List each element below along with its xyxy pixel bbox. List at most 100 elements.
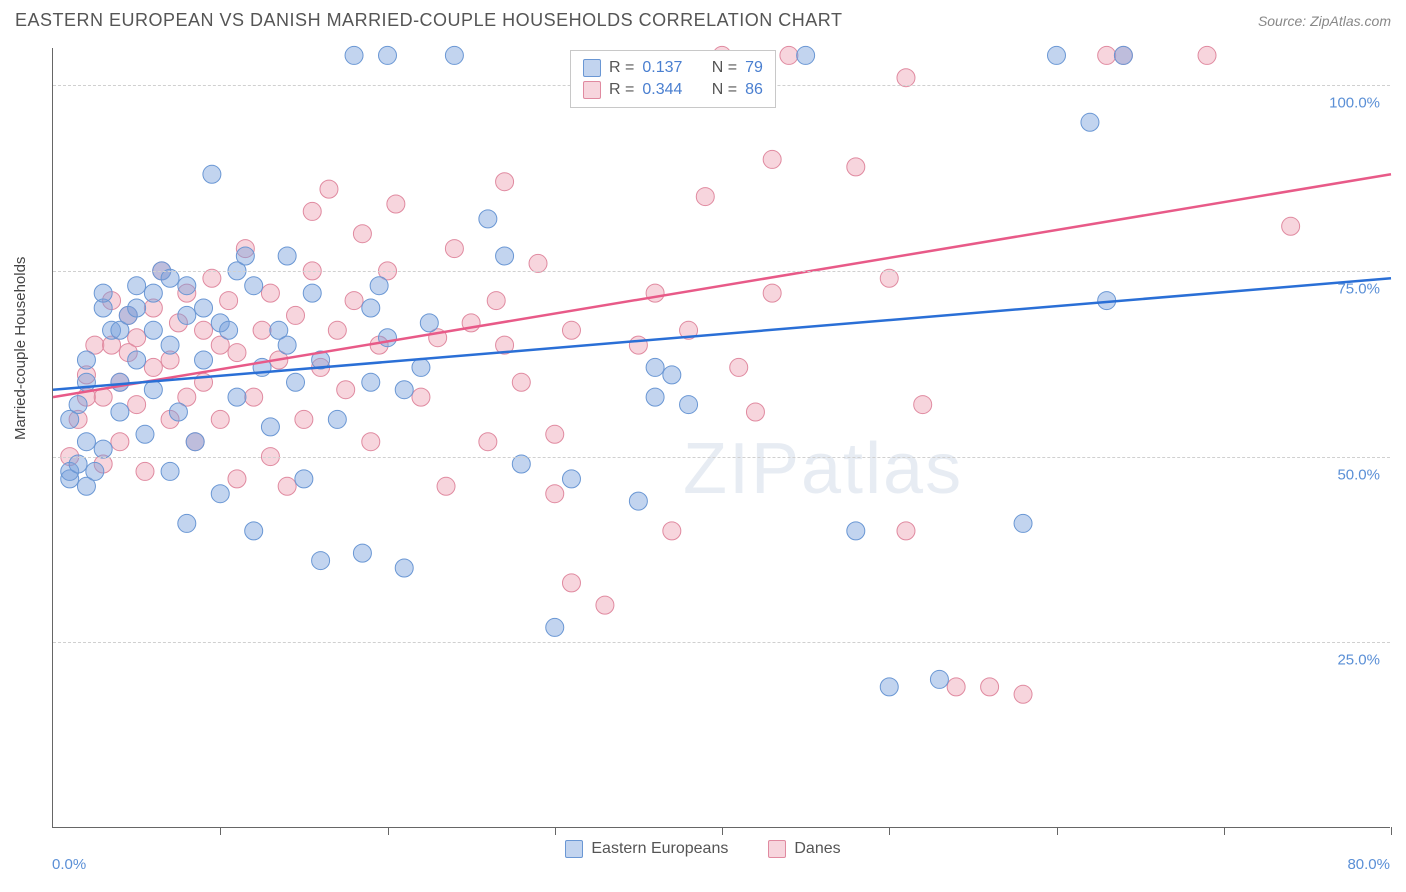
scatter-point [178, 277, 196, 295]
scatter-point [337, 381, 355, 399]
scatter-point [128, 329, 146, 347]
scatter-point [253, 321, 271, 339]
stats-n-value: 79 [745, 59, 763, 77]
scatter-point [295, 470, 313, 488]
scatter-point [94, 440, 112, 458]
stats-r-value: 0.137 [642, 59, 682, 77]
scatter-point [287, 373, 305, 391]
scatter-point [897, 69, 915, 87]
scatter-point [111, 373, 129, 391]
legend-swatch [768, 840, 786, 858]
scatter-point [94, 284, 112, 302]
scatter-point [169, 403, 187, 421]
legend-item-blue: Eastern Europeans [565, 840, 728, 858]
scatter-point [186, 433, 204, 451]
scatter-point [362, 299, 380, 317]
scatter-point [111, 403, 129, 421]
scatter-point [546, 425, 564, 443]
scatter-point [128, 299, 146, 317]
scatter-point [1081, 113, 1099, 131]
scatter-point [696, 188, 714, 206]
scatter-point [420, 314, 438, 332]
scatter-point [379, 329, 397, 347]
gridline-h [53, 642, 1390, 643]
scatter-point [1014, 685, 1032, 703]
scatter-point [395, 381, 413, 399]
scatter-point [144, 358, 162, 376]
scatter-point [136, 462, 154, 480]
scatter-point [195, 351, 213, 369]
chart-source: Source: ZipAtlas.com [1258, 13, 1391, 29]
scatter-point [1048, 46, 1066, 64]
scatter-point [981, 678, 999, 696]
scatter-point [136, 425, 154, 443]
scatter-point [362, 433, 380, 451]
y-tick-label: 50.0% [1337, 466, 1380, 483]
scatter-point [353, 225, 371, 243]
stats-swatch [583, 81, 601, 99]
scatter-point [646, 284, 664, 302]
scatter-point [69, 396, 87, 414]
scatter-point [379, 46, 397, 64]
scatter-point [897, 522, 915, 540]
x-tick [889, 827, 890, 835]
stats-r-label: R = [609, 59, 634, 77]
scatter-point [663, 522, 681, 540]
scatter-point [245, 277, 263, 295]
legend-label: Eastern Europeans [591, 840, 728, 858]
scatter-point [596, 596, 614, 614]
source-name: ZipAtlas.com [1310, 13, 1391, 29]
scatter-point [161, 462, 179, 480]
scatter-point [295, 410, 313, 428]
chart-title: EASTERN EUROPEAN VS DANISH MARRIED-COUPL… [15, 10, 842, 31]
x-tick [1057, 827, 1058, 835]
scatter-point [228, 344, 246, 362]
scatter-point [880, 678, 898, 696]
scatter-point [512, 455, 530, 473]
stats-r-value: 0.344 [642, 81, 682, 99]
scatter-point [228, 388, 246, 406]
scatter-point [445, 240, 463, 258]
scatter-point [847, 522, 865, 540]
scatter-point [178, 514, 196, 532]
scatter-point [203, 269, 221, 287]
scatter-point [797, 46, 815, 64]
scatter-point [646, 388, 664, 406]
scatter-point [496, 173, 514, 191]
scatter-point [86, 462, 104, 480]
scatter-point [278, 477, 296, 495]
scatter-point [303, 202, 321, 220]
scatter-point [487, 292, 505, 310]
scatter-point [847, 158, 865, 176]
scatter-point [412, 358, 430, 376]
scatter-point [69, 455, 87, 473]
scatter-point [479, 433, 497, 451]
scatter-point [287, 306, 305, 324]
scatter-point [880, 269, 898, 287]
x-tick [388, 827, 389, 835]
scatter-point [195, 321, 213, 339]
bottom-legend: Eastern Europeans Danes [0, 840, 1406, 858]
scatter-point [780, 46, 798, 64]
scatter-point [195, 299, 213, 317]
scatter-point [412, 388, 430, 406]
scatter-point [763, 284, 781, 302]
scatter-point [546, 618, 564, 636]
scatter-point [763, 150, 781, 168]
scatter-point [746, 403, 764, 421]
scatter-point [111, 433, 129, 451]
scatter-point [236, 247, 254, 265]
x-axis-min-label: 0.0% [52, 856, 86, 873]
stats-row-pink: R = 0.344 N = 86 [583, 79, 763, 101]
x-tick [1224, 827, 1225, 835]
legend-item-pink: Danes [768, 840, 840, 858]
scatter-point [328, 410, 346, 428]
scatter-point [312, 552, 330, 570]
scatter-point [278, 336, 296, 354]
scatter-point [161, 269, 179, 287]
scatter-point [437, 477, 455, 495]
x-tick [220, 827, 221, 835]
y-tick-label: 100.0% [1329, 95, 1380, 112]
scatter-point [529, 254, 547, 272]
scatter-point [77, 433, 95, 451]
